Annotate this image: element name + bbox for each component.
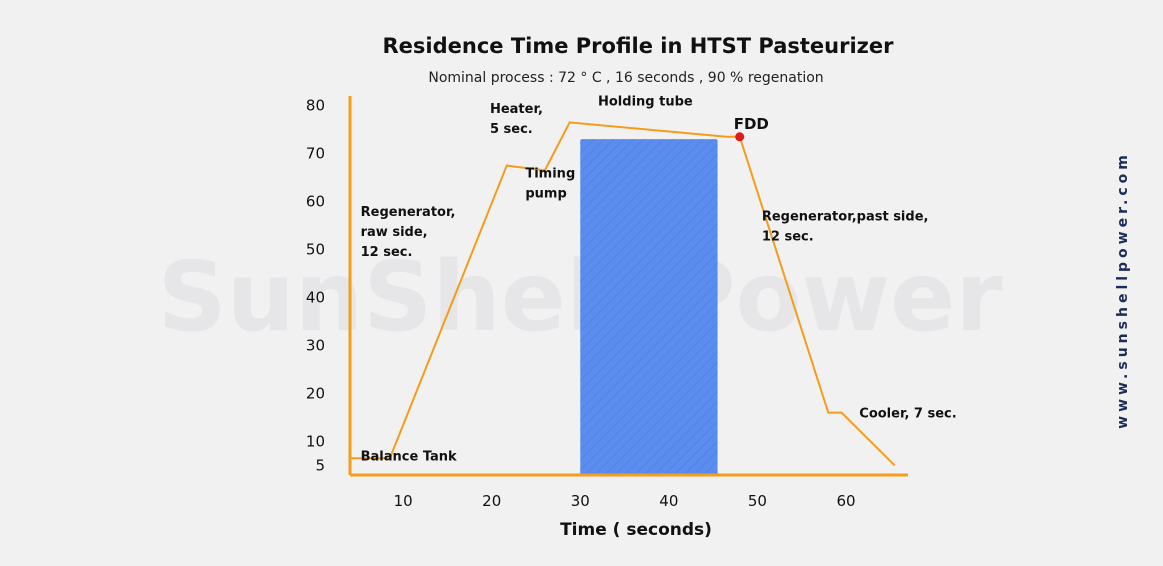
temperature-profile-line <box>350 121 896 467</box>
y-tick-label: 5 <box>315 456 325 474</box>
annotation-line: Regenerator, <box>361 205 456 220</box>
annotation-label: Timing pump <box>525 167 575 202</box>
y-tick-label: 70 <box>306 145 325 163</box>
x-tick-label: 30 <box>571 492 590 510</box>
y-tick-label: 20 <box>306 384 325 402</box>
x-axis-label: Time ( seconds) <box>560 520 712 540</box>
fdd-point-marker <box>735 132 745 142</box>
fdd-label: FDD <box>734 115 769 133</box>
annotation-line: pump <box>525 187 566 202</box>
website-url-text: www.sunshellpower.com <box>1115 151 1131 429</box>
annotation-line: raw side, <box>361 225 428 240</box>
holding-tube-hatch <box>580 139 718 475</box>
annotation-label: Cooler, 7 sec. <box>859 406 956 421</box>
annotation-label: Regenerator, raw side, 12 sec. <box>361 205 456 260</box>
x-tick-label: 20 <box>482 492 501 510</box>
annotation-line: 12 sec. <box>361 245 413 260</box>
annotation-line: Regenerator,past side, <box>762 210 929 225</box>
annotation-label: Regenerator,past side, 12 sec. <box>762 210 929 245</box>
y-tick-label: 50 <box>306 241 325 259</box>
x-tick-label: 50 <box>748 492 767 510</box>
annotation-line: Heater, <box>490 102 543 117</box>
annotation-line: Balance Tank <box>361 450 457 465</box>
x-tick-label: 10 <box>394 492 413 510</box>
chart-title: Residence Time Profile in HTST Pasteuriz… <box>382 34 894 58</box>
annotation-line: Cooler, 7 sec. <box>859 406 956 421</box>
y-tick-label: 30 <box>306 336 325 354</box>
annotation-label: Heater, 5 sec. <box>490 102 543 137</box>
y-tick-label: 60 <box>306 193 325 211</box>
annotation-line: Timing <box>525 167 575 182</box>
annotation-line: 12 sec. <box>762 230 814 245</box>
chart-subtitle: Nominal process : 72 ° C , 16 seconds , … <box>428 70 824 86</box>
annotation-label: Holding tube <box>598 95 693 110</box>
x-tick-label: 60 <box>836 492 855 510</box>
y-tick-label: 10 <box>306 432 325 450</box>
annotation-label: Balance Tank <box>361 450 457 465</box>
x-tick-label: 40 <box>659 492 678 510</box>
annotation-line: 5 sec. <box>490 122 533 137</box>
y-tick-label: 40 <box>306 288 325 306</box>
y-tick-label: 80 <box>306 97 325 115</box>
annotation-line: Holding tube <box>598 95 693 110</box>
